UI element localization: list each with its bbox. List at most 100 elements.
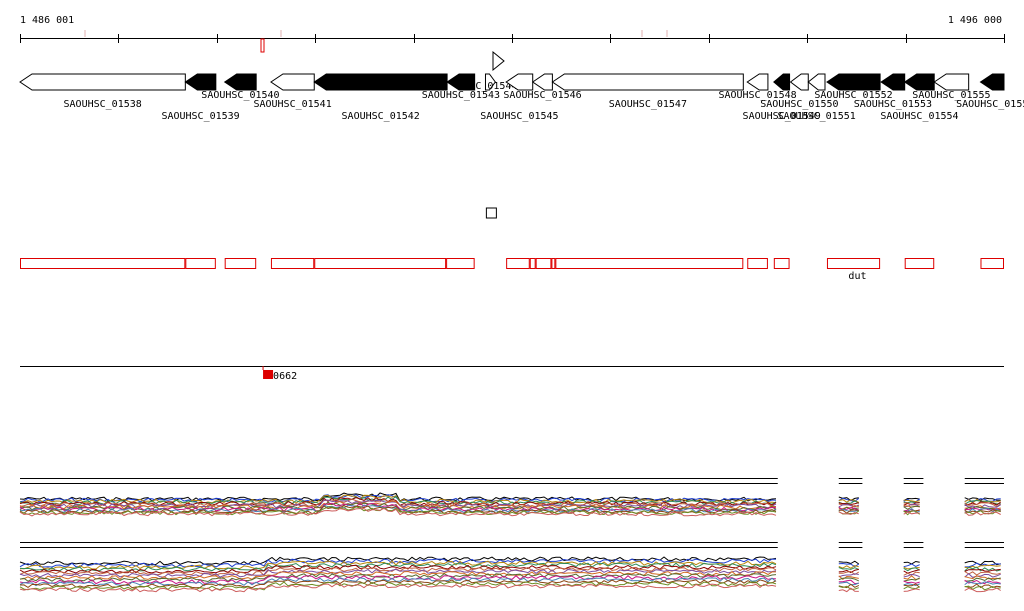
coverage-series-line: [838, 585, 859, 590]
coverage-series-line: [964, 504, 1001, 509]
gene-label[interactable]: SAOUHSC_01542: [342, 111, 420, 122]
gene-arrow[interactable]: [313, 73, 448, 91]
feature-box[interactable]: [535, 258, 552, 269]
ruler-highlight: [260, 38, 265, 53]
coverage-series-line: [964, 585, 1001, 591]
gene-arrow[interactable]: [19, 73, 186, 91]
gene-arrow[interactable]: [789, 73, 809, 91]
gene-label[interactable]: SAOUHSC_01554: [880, 111, 958, 122]
feature-box[interactable]: [314, 258, 447, 269]
feature-box[interactable]: [747, 258, 768, 269]
gene-arrow[interactable]: [979, 73, 1005, 91]
coverage-series-line: [903, 571, 920, 576]
feature-label-dut[interactable]: dut: [848, 271, 866, 282]
gene-label[interactable]: SAOUHSC_01539: [161, 111, 239, 122]
feature-box[interactable]: [446, 258, 475, 269]
gene-arrow[interactable]: [484, 73, 496, 91]
coverage-series-line: [838, 573, 859, 578]
gene-arrow[interactable]: [773, 73, 791, 91]
gene-arrow[interactable]: [746, 73, 769, 91]
coverage-series-line: [964, 587, 1001, 593]
coverage-series-line: [903, 577, 920, 582]
coverage-series-line: [964, 509, 1001, 514]
feature-box[interactable]: [551, 258, 556, 269]
gene-arrow[interactable]: [903, 73, 935, 91]
coverage-series-line: [964, 502, 1001, 508]
coverage-series-line: [903, 510, 921, 516]
marker-block[interactable]: [263, 370, 274, 379]
gene-label[interactable]: SAOUHSC_01553: [854, 99, 932, 110]
gene-arrow[interactable]: [223, 73, 257, 91]
feature-box[interactable]: [20, 258, 186, 269]
gene-label[interactable]: SAOUHSC_0155: [956, 99, 1024, 110]
coverage-series-line: [19, 492, 777, 502]
coverage-series-line: [19, 577, 777, 587]
coverage-series-line: [964, 562, 1001, 568]
coverage-series-line: [903, 580, 920, 584]
coverage-series-line: [964, 499, 1001, 505]
coverage-series-line: [964, 571, 1001, 576]
gene-label[interactable]: SAOUHSC_01552: [814, 90, 892, 101]
feature-track: dut: [20, 258, 1004, 282]
gene-label[interactable]: SAOUHSC_01545: [480, 111, 558, 122]
feature-box[interactable]: [506, 258, 530, 269]
gene-track: SAOUHSC_01538SAOUHSC_01539SAOUHSC_01540S…: [19, 73, 1024, 219]
coverage-series-line: [964, 581, 1001, 586]
gene-arrow[interactable]: [531, 73, 553, 91]
feature-box[interactable]: [980, 258, 1004, 269]
gene-label[interactable]: SAOUHSC_01550: [760, 99, 838, 110]
coverage-series-line: [838, 560, 860, 565]
marker-label[interactable]: 0662: [273, 371, 297, 382]
gene-label[interactable]: SAOUHSC_01540: [201, 90, 279, 101]
feature-box[interactable]: [224, 258, 257, 269]
gene-arrow[interactable]: [551, 73, 744, 91]
feature-box[interactable]: [555, 258, 744, 269]
gene-arrow[interactable]: [446, 73, 476, 91]
coverage-series-line: [903, 569, 920, 574]
gene-arrow[interactable]: [184, 73, 217, 91]
gene-arrow[interactable]: [807, 73, 826, 91]
coverage-series-line: [903, 588, 920, 592]
coverage-series-line: [838, 496, 859, 502]
gene-label[interactable]: SAOUHSC_01555: [912, 90, 990, 101]
gene-label[interactable]: SAOUHSC_01543: [422, 90, 500, 101]
coverage-series-line: [838, 502, 859, 506]
gene-label[interactable]: SAOUHSC_01546: [503, 90, 581, 101]
gene-label[interactable]: SAOUHSC_01551: [777, 111, 855, 122]
coverage-series-line: [903, 505, 920, 510]
selection-box[interactable]: [485, 207, 497, 219]
coverage-series-line: [964, 573, 1001, 578]
gene-label[interactable]: SAOUHSC_01547: [609, 99, 687, 110]
gene-arrow[interactable]: [880, 73, 906, 91]
gene-label[interactable]: SAOUHSC_01548: [718, 90, 796, 101]
coverage-series-line: [19, 562, 777, 572]
coverage-series-line: [964, 501, 1002, 507]
coverage-series-line: [838, 577, 860, 582]
coverage-series-line: [838, 511, 859, 515]
coverage-series-line: [19, 556, 777, 566]
coverage-series-line: [903, 573, 920, 578]
coverage-series-line: [19, 507, 777, 517]
feature-box[interactable]: [826, 258, 881, 269]
feature-box[interactable]: [773, 258, 790, 269]
gene-label[interactable]: SAOUHSC_01538: [64, 99, 142, 110]
feature-box[interactable]: [529, 258, 536, 269]
coverage-series-line: [838, 587, 859, 593]
gene-label[interactable]: SAOUHSC_01541: [253, 99, 331, 110]
coverage-track: [19, 478, 1004, 593]
gene-label[interactable]: SAOUHSC_01549: [743, 111, 821, 122]
feature-box[interactable]: [904, 258, 935, 269]
gene-arrow[interactable]: [270, 73, 315, 91]
gene-arrow[interactable]: [826, 73, 881, 91]
feature-box[interactable]: [270, 258, 315, 269]
coverage-series-line: [838, 565, 859, 569]
feature-box[interactable]: [185, 258, 216, 269]
strand-arrow-icon: [492, 50, 505, 72]
coverage-series-line: [19, 581, 777, 591]
coverage-series-line: [838, 579, 859, 585]
coverage-series-line: [838, 509, 859, 514]
gene-label[interactable]: HSC_01544: [463, 81, 517, 92]
coverage-series-line: [903, 499, 920, 503]
gene-arrow[interactable]: [933, 73, 970, 91]
coverage-series-line: [19, 500, 777, 510]
